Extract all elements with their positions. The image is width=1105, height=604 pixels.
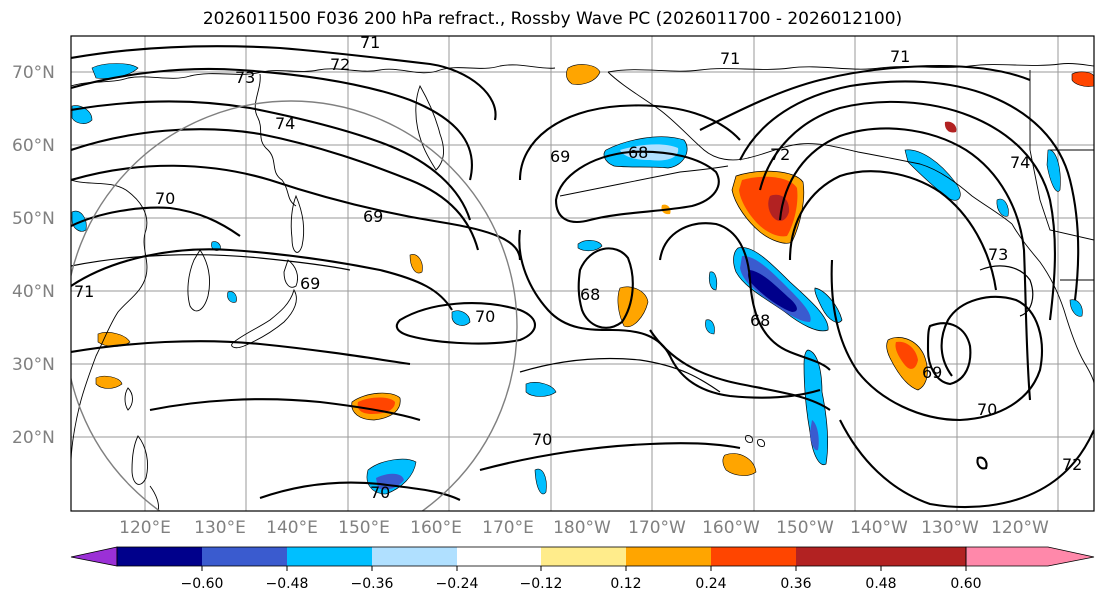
contour-label: 71 — [720, 49, 740, 68]
lon-label: 140°W — [850, 518, 908, 538]
lon-label: 170°E — [482, 518, 534, 538]
colorbar-segment — [287, 547, 372, 566]
contour-label: 70 — [155, 189, 175, 208]
colorbar-tick-label: 0.24 — [695, 576, 726, 592]
longitude-labels: 120°E 130°E 140°E 150°E 160°E 170°E 180°… — [119, 518, 1049, 538]
colorbar-tick-label: 0.48 — [865, 576, 896, 592]
lon-label: 130°E — [194, 518, 246, 538]
contour-label: 70 — [532, 430, 552, 449]
contour-label: 68 — [628, 143, 648, 162]
influence-circle — [71, 100, 518, 511]
lat-label: 30°N — [12, 355, 55, 375]
lon-label: 140°E — [266, 518, 318, 538]
contour-label: 74 — [275, 114, 295, 133]
map-title: 2026011500 F036 200 hPa refract., Rossby… — [202, 9, 903, 29]
colorbar-tick-labels: −0.60 −0.48 −0.36 −0.24 −0.12 0.12 0.24 … — [181, 576, 982, 592]
lat-label: 50°N — [12, 209, 55, 229]
colorbar-segment — [372, 547, 457, 566]
contour-label: 70 — [977, 400, 997, 419]
lon-label: 170°W — [628, 518, 686, 538]
colorbar-tick-label: 0.12 — [610, 576, 641, 592]
lon-label: 120°E — [119, 518, 171, 538]
contour-label: 71 — [890, 47, 910, 66]
colorbar-segment — [117, 547, 202, 566]
colorbar-tick-label: −0.24 — [436, 576, 479, 592]
colorbar-tick-label: −0.36 — [351, 576, 394, 592]
contour-label: 69 — [550, 147, 570, 166]
contour-label: 70 — [370, 483, 390, 502]
contour-label: 69 — [922, 363, 942, 382]
contour-label: 73 — [988, 245, 1008, 264]
colorbar: −0.60 −0.48 −0.36 −0.24 −0.12 0.12 0.24 … — [70, 546, 1095, 592]
colorbar-segment — [881, 547, 966, 566]
colorbar-tick-label: 0.60 — [950, 576, 981, 592]
colorbar-segment — [711, 547, 796, 566]
lat-label: 20°N — [12, 428, 55, 448]
lat-label: 70°N — [12, 63, 55, 83]
colorbar-tick-label: −0.12 — [520, 576, 563, 592]
latitude-labels: 70°N 60°N 50°N 40°N 30°N 20°N — [12, 63, 55, 448]
lat-label: 60°N — [12, 136, 55, 156]
contour-label: 71 — [360, 33, 380, 52]
lat-label: 40°N — [12, 282, 55, 302]
contour-labels: 71 72 73 74 70 69 71 69 70 69 68 71 72 7… — [74, 33, 1082, 502]
contour-label: 74 — [1010, 153, 1030, 172]
coastlines — [71, 63, 1094, 511]
contour-label: 72 — [770, 145, 790, 164]
lon-label: 160°E — [410, 518, 462, 538]
lon-label: 150°W — [776, 518, 834, 538]
colorbar-tick-label: 0.36 — [780, 576, 811, 592]
contour-label: 69 — [363, 207, 383, 226]
map-area — [71, 36, 1094, 511]
colorbar-segment — [202, 547, 287, 566]
colorbar-segment — [626, 547, 711, 566]
contour-label: 73 — [235, 68, 255, 87]
lon-label: 130°W — [921, 518, 979, 538]
colorbar-segment — [796, 547, 881, 566]
lon-label: 180°W — [553, 518, 611, 538]
contour-label: 72 — [1062, 455, 1082, 474]
lon-label: 150°E — [338, 518, 390, 538]
colorbar-segment — [457, 547, 541, 566]
contour-label: 69 — [300, 274, 320, 293]
colorbar-extend-high — [965, 546, 1095, 567]
contour-label: 68 — [750, 311, 770, 330]
map-frame — [70, 35, 1095, 512]
thin-contours — [71, 254, 1034, 393]
lon-label: 160°W — [702, 518, 760, 538]
contour-label: 72 — [330, 55, 350, 74]
contour-label: 70 — [475, 307, 495, 326]
colorbar-tick-label: −0.60 — [181, 576, 224, 592]
contour-label: 68 — [580, 285, 600, 304]
colorbar-segment — [541, 547, 626, 566]
contour-label: 71 — [74, 282, 94, 301]
colorbar-ticks — [201, 566, 967, 571]
colorbar-tick-label: −0.48 — [266, 576, 309, 592]
refractivity-contours — [71, 45, 1094, 509]
shaded-anomalies — [71, 63, 1094, 495]
colorbar-extend-low — [70, 546, 118, 567]
lon-label: 120°W — [991, 518, 1049, 538]
